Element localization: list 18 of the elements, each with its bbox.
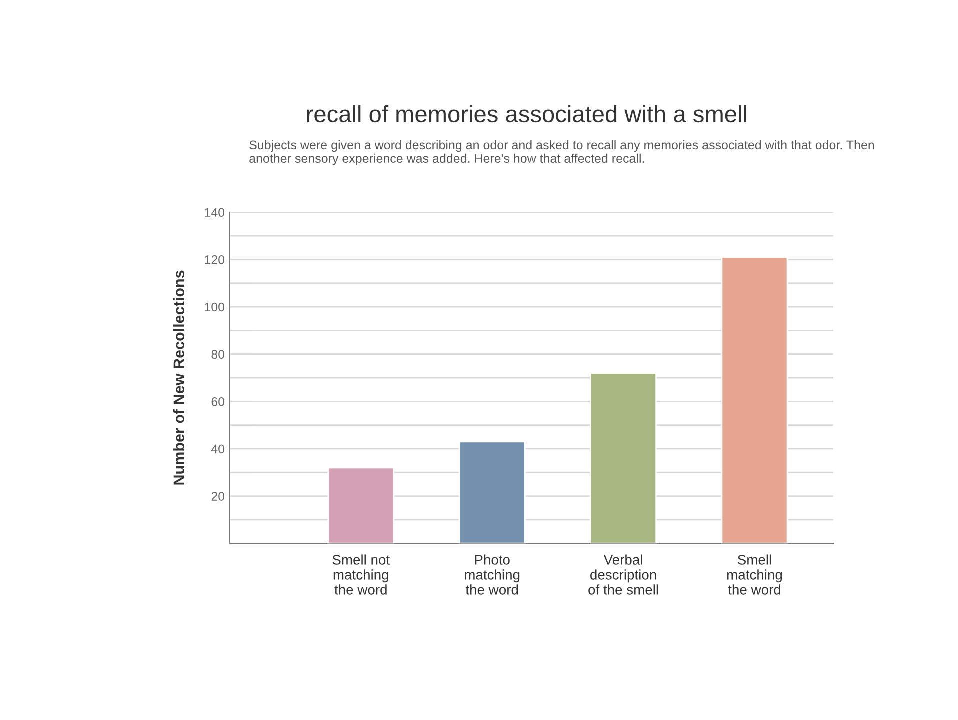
x-tick-label: Smell not matching the word: [332, 554, 390, 595]
x-tick-label: Photo matching the word: [465, 554, 520, 595]
y-tick-label: 60: [212, 397, 225, 406]
chart-subtitle: Subjects were given a word describing an odor and asked to recall any memories associated with that odor. Then another sensory experience was added. Here's how that affected recall.: [250, 140, 874, 166]
y-tick-label: 80: [212, 350, 225, 359]
y-tick-label: 20: [212, 492, 225, 501]
chart-title: recall of memories associated with a smell: [307, 105, 746, 123]
x-tick-label: Smell matching the word: [727, 554, 782, 595]
y-tick-label: 120: [205, 256, 225, 264]
x-tick-label: Verbal description of the smell: [588, 554, 658, 595]
y-tick-label: 100: [205, 302, 225, 312]
bar: [721, 256, 788, 544]
y-axis-title: Number of New Recollections: [173, 270, 185, 485]
y-tick-label: 140: [205, 208, 225, 218]
bar: [458, 441, 526, 544]
y-tick-label: 40: [211, 444, 225, 454]
bar: [590, 372, 658, 544]
bar: [328, 467, 395, 544]
